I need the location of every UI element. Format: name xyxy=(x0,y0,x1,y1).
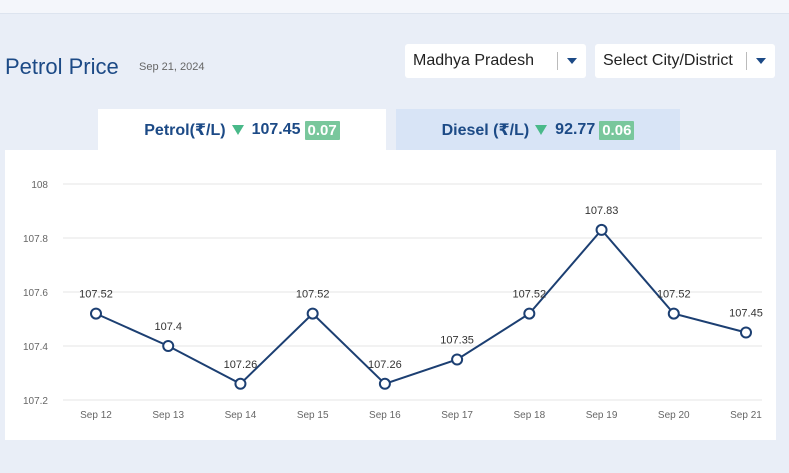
y-tick-label: 107.8 xyxy=(23,234,48,245)
city-select-divider xyxy=(746,52,747,70)
tab-diesel-price: 92.77 xyxy=(555,121,596,138)
tab-petrol-price: 107.45 xyxy=(251,121,301,138)
price-chart-card: 107.2 107.4 107.6 107.8 108 Sep 12 Sep 13 Sep 1… xyxy=(5,150,776,440)
tab-petrol-change-badge: 0.07 xyxy=(304,120,340,140)
state-select-value: Madhya Pradesh xyxy=(413,52,534,69)
tab-diesel-change-badge: 0.06 xyxy=(599,120,635,140)
page-date: Sep 21, 2024 xyxy=(139,61,205,73)
tab-petrol[interactable]: Petrol(₹/L) 107.45 0.07 xyxy=(98,109,386,151)
y-tick-label: 107.2 xyxy=(23,396,48,407)
price-down-icon xyxy=(535,125,548,135)
tab-diesel-fuel: Diesel (₹/L) xyxy=(441,122,530,139)
data-label: 107.35 xyxy=(440,335,474,347)
series-line xyxy=(95,228,747,386)
state-select-divider xyxy=(557,52,558,70)
x-tick-label: Sep 15 xyxy=(297,410,329,421)
data-label: 107.52 xyxy=(296,289,330,301)
tab-petrol-fuel: Petrol(₹/L) xyxy=(144,122,226,139)
data-point xyxy=(523,307,536,320)
y-tick-label: 108 xyxy=(31,180,48,191)
state-select[interactable]: Madhya Pradesh xyxy=(405,44,586,78)
y-tick-label: 107.6 xyxy=(23,288,48,299)
page-title: Petrol Price xyxy=(5,54,119,79)
data-label: 107.52 xyxy=(79,289,113,301)
data-label: 107.26 xyxy=(368,359,402,371)
data-point xyxy=(162,340,175,352)
city-select[interactable]: Select City/District xyxy=(595,44,775,78)
data-point xyxy=(667,307,680,320)
data-point xyxy=(740,326,752,339)
data-point xyxy=(90,307,102,320)
data-label: 107.52 xyxy=(657,289,691,301)
data-point xyxy=(451,353,464,366)
price-down-icon xyxy=(231,125,244,135)
city-select-value: Select City/District xyxy=(603,52,733,69)
x-tick-label: Sep 18 xyxy=(513,410,545,421)
top-strip xyxy=(0,0,789,14)
x-tick-label: Sep 20 xyxy=(658,410,690,421)
chevron-down-icon[interactable] xyxy=(747,58,775,64)
data-label: 107.52 xyxy=(513,289,547,301)
x-tick-label: Sep 14 xyxy=(225,410,257,421)
x-tick-label: Sep 16 xyxy=(369,410,401,421)
x-tick-label: Sep 12 xyxy=(80,410,112,421)
data-point xyxy=(595,223,608,236)
data-label: 107.4 xyxy=(154,321,182,333)
data-point xyxy=(378,377,391,390)
price-line-chart: 107.2 107.4 107.6 107.8 108 Sep 12 Sep 13 Sep 1… xyxy=(23,180,763,421)
x-tick-label: Sep 21 xyxy=(730,410,762,421)
data-label: 107.45 xyxy=(729,308,763,320)
x-tick-label: Sep 13 xyxy=(152,410,184,421)
x-tick-label: Sep 17 xyxy=(441,410,473,421)
data-point xyxy=(306,307,319,320)
tab-diesel[interactable]: Diesel (₹/L) 92.77 0.06 xyxy=(396,109,680,151)
chevron-down-icon[interactable] xyxy=(558,58,586,64)
data-label: 107.26 xyxy=(224,359,258,371)
data-label: 107.83 xyxy=(585,205,619,217)
data-point xyxy=(234,377,247,390)
x-tick-label: Sep 19 xyxy=(586,410,618,421)
y-tick-label: 107.4 xyxy=(23,342,48,353)
